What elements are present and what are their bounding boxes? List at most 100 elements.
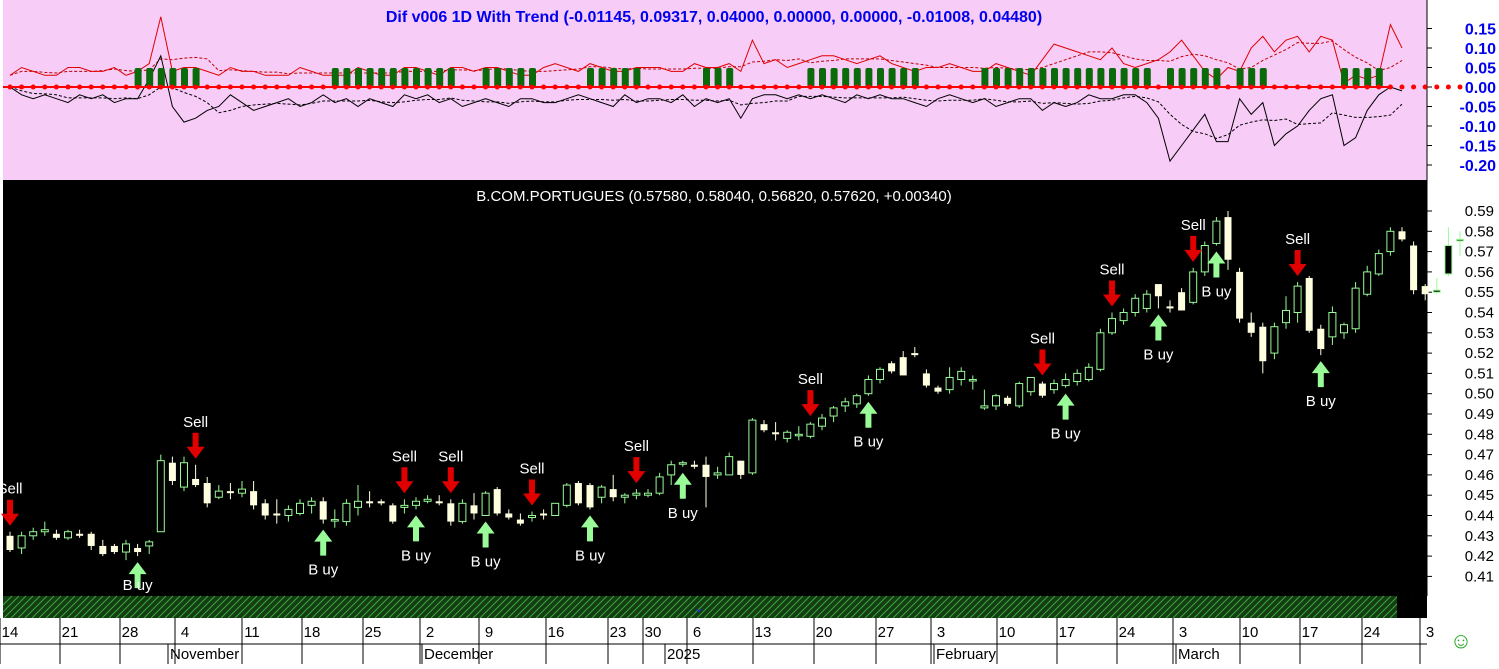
candle-body — [481, 492, 490, 517]
hatch-line — [206, 595, 230, 619]
candle — [192, 464, 200, 488]
hatch-line — [1312, 595, 1336, 619]
indicator-dot — [1202, 84, 1208, 90]
hatch-line — [3, 595, 27, 619]
indicator-dot — [1295, 84, 1301, 90]
candle-body — [1131, 297, 1140, 314]
indicator-bar — [1097, 68, 1105, 87]
hatch-line — [1123, 595, 1147, 619]
sell-signal: Sell — [1285, 231, 1310, 277]
indicator-tick-label: -0.15 — [1460, 139, 1497, 156]
candle — [540, 509, 548, 520]
candle — [1073, 369, 1082, 386]
candle — [29, 527, 38, 540]
hatch-line — [1018, 595, 1042, 619]
sell-label: Sell — [0, 481, 23, 498]
sell-label: Sell — [438, 448, 463, 465]
volume-strip-hatch — [0, 595, 1420, 619]
indicator-bar — [1039, 68, 1047, 87]
hatch-line — [1235, 595, 1259, 619]
hatch-line — [1319, 595, 1343, 619]
hatch-line — [1214, 595, 1238, 619]
hatch-line — [1095, 595, 1119, 619]
hatch-line — [136, 595, 160, 619]
price-tick-label: 0.45 — [1465, 487, 1494, 504]
hatch-line — [1102, 595, 1126, 619]
price-tick-label: 0.41 — [1465, 568, 1494, 585]
candle-body — [1386, 230, 1395, 253]
candle-body — [226, 491, 234, 494]
indicator-dot — [703, 84, 709, 90]
hatch-line — [843, 595, 867, 619]
indicator-red-line — [9, 16, 1403, 84]
indicator-dot — [947, 84, 953, 90]
indicator-dot — [784, 84, 790, 90]
hatch-line — [1291, 595, 1315, 619]
indicator-black-line — [9, 54, 1403, 163]
candle-body — [342, 502, 351, 523]
candle — [725, 452, 734, 476]
hatch-line — [773, 595, 797, 619]
candle-body — [934, 387, 942, 392]
candle — [1212, 217, 1221, 246]
indicator-dot — [401, 84, 407, 90]
candle — [1421, 284, 1429, 301]
indicator-dot — [1329, 84, 1335, 90]
hatch-line — [696, 595, 720, 619]
indicator-dot — [958, 84, 964, 90]
candle — [864, 375, 873, 396]
indicator-dot — [1086, 84, 1092, 90]
hatch-line — [227, 595, 251, 619]
candle — [1247, 312, 1255, 337]
hatch-line — [402, 595, 426, 619]
indicator-bar — [1004, 68, 1012, 87]
hatch-line — [1172, 595, 1196, 619]
candle-body — [992, 395, 1000, 407]
candle-body — [1026, 376, 1035, 393]
candle — [1084, 363, 1093, 382]
sell-arrow-icon — [1033, 349, 1052, 376]
candle-body — [1259, 326, 1267, 362]
hatch-line — [976, 595, 1000, 619]
price-tick-label: 0.55 — [1465, 284, 1494, 301]
indicator-dot — [285, 84, 291, 90]
hatch-line — [766, 595, 790, 619]
candle-body — [516, 519, 524, 524]
x-axis-background — [0, 618, 1427, 664]
indicator-dot — [575, 84, 581, 90]
candle-body — [968, 378, 977, 382]
hatch-line — [234, 595, 258, 619]
buy-signal: B uy — [1143, 314, 1174, 363]
candle-body — [192, 478, 200, 486]
hatch-line — [717, 595, 741, 619]
candle — [609, 474, 617, 502]
day-label: 3 — [937, 624, 945, 641]
candle-body — [366, 501, 374, 504]
candle-body — [470, 505, 478, 514]
hatch-line — [822, 595, 846, 619]
indicator-bar — [1167, 68, 1174, 87]
candle-body — [1038, 383, 1046, 396]
hatch-line — [409, 595, 433, 619]
hatch-line — [920, 595, 944, 619]
candle-body — [772, 432, 780, 435]
hatch-line — [374, 595, 398, 619]
month-label: March — [1178, 646, 1220, 663]
hatch-line — [619, 595, 643, 619]
indicator-dot — [204, 84, 210, 90]
smiley-icon[interactable]: ☺ — [1450, 628, 1472, 653]
indicator-dot — [343, 84, 349, 90]
candle — [470, 493, 478, 520]
hatch-line — [1354, 595, 1378, 619]
price-tick-label: 0.56 — [1465, 264, 1494, 281]
candle — [760, 420, 768, 433]
day-label: 4 — [181, 624, 189, 641]
candle-body — [1282, 309, 1290, 324]
indicator-bar — [505, 68, 513, 87]
price-tick-label: 0.52 — [1465, 345, 1494, 362]
candle — [168, 456, 176, 486]
indicator-dot — [227, 84, 233, 90]
candle — [678, 460, 687, 467]
